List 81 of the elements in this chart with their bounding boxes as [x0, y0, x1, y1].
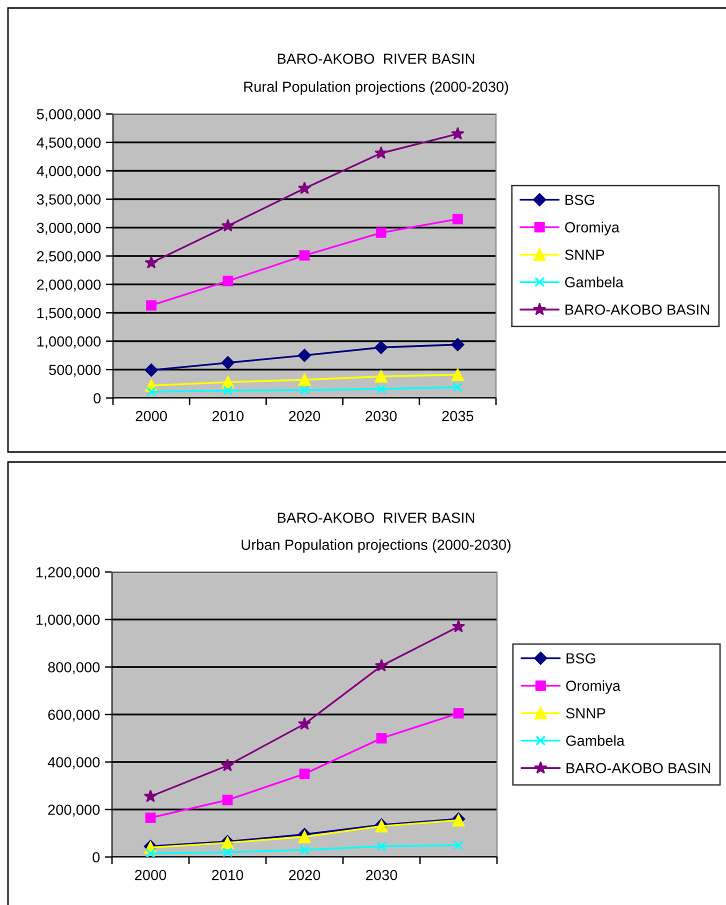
point: [451, 126, 464, 140]
y-tick-label: 200,000: [48, 804, 100, 817]
chart-title: BARO-AKOBO RIVER BASIN: [278, 512, 474, 523]
point: [298, 181, 312, 194]
y-tick-label: 500,000: [49, 364, 101, 377]
point: [144, 364, 158, 377]
point: [222, 276, 234, 286]
x-tick-label: 2010: [212, 410, 244, 422]
point: [452, 382, 463, 392]
point: [221, 356, 234, 370]
x-tick-label: 2000: [136, 410, 167, 422]
point: [453, 840, 464, 850]
chart-subtitle: Rural Population projections (2000-2030): [244, 81, 508, 95]
point: [376, 841, 387, 852]
y-tick-label: 4,500,000: [36, 138, 101, 150]
legend-label: BARO-AKOBO BASIN: [566, 304, 710, 315]
legend-label: Gambela: [565, 276, 624, 288]
y-tick-label: 600,000: [48, 710, 100, 722]
legend-label: SNNP: [565, 250, 604, 260]
point: [451, 368, 464, 381]
point: [374, 146, 388, 159]
x-tick-label: 2020: [289, 410, 320, 422]
y-tick-label: 2,500,000: [37, 251, 101, 264]
legend-label: Oromiya: [565, 222, 620, 236]
point: [146, 300, 157, 311]
point: [146, 386, 156, 397]
chart-subtitle: Urban Population projections (2000-2030): [242, 539, 510, 553]
point: [451, 338, 464, 352]
x-tick-label: 2020: [289, 870, 320, 880]
y-tick-label: 1,500,000: [37, 308, 101, 320]
point: [374, 340, 388, 354]
legend-label: Gambela: [566, 735, 625, 746]
point: [222, 386, 233, 396]
point: [220, 758, 234, 772]
y-tick-label: 1,000,000: [37, 336, 101, 348]
point: [299, 844, 310, 855]
point: [299, 250, 310, 261]
point: [452, 620, 466, 632]
point: [376, 384, 386, 394]
point: [374, 658, 388, 672]
x-tick-label: 2010: [212, 870, 244, 880]
point: [452, 214, 463, 224]
point: [298, 717, 312, 730]
x-tick-label: 2000: [135, 870, 166, 880]
x-tick-label: 2030: [366, 410, 397, 422]
y-tick-label: 4,000,000: [36, 166, 101, 178]
chart-title: BARO-AKOBO RIVER BASIN: [278, 54, 474, 64]
y-tick-label: 3,000,000: [36, 222, 101, 235]
point: [298, 374, 311, 386]
point: [376, 228, 386, 238]
point: [145, 848, 156, 857]
point: [145, 812, 156, 824]
point: [299, 384, 310, 396]
y-tick-label: 2,000,000: [37, 280, 101, 292]
point: [144, 256, 158, 269]
y-tick-label: 3,500,000: [36, 194, 101, 206]
y-tick-label: 800,000: [48, 662, 100, 674]
point: [298, 348, 312, 362]
x-tick-label: 2035: [442, 410, 474, 422]
point: [221, 218, 235, 232]
legend-label: BSG: [566, 194, 594, 206]
y-tick-label: 1,000,000: [36, 614, 100, 627]
point: [222, 794, 233, 806]
legend-label: Oromiya: [566, 680, 621, 694]
legend-label: SNNP: [566, 708, 606, 718]
point: [453, 708, 464, 719]
point: [374, 370, 388, 383]
y-tick-label: 1,200,000: [36, 567, 100, 580]
y-tick-label: 400,000: [48, 757, 100, 770]
y-tick-label: 5,000,000: [36, 109, 101, 122]
point: [376, 733, 387, 744]
y-tick-label: 0: [92, 852, 100, 862]
point: [298, 830, 311, 844]
x-tick-label: 2030: [366, 870, 398, 880]
point: [144, 789, 158, 802]
point: [299, 768, 310, 780]
point: [222, 376, 234, 388]
y-tick-label: 0: [94, 393, 101, 404]
legend-label: BARO-AKOBO BASIN: [566, 762, 710, 774]
point: [222, 847, 233, 857]
legend-label: BSG: [566, 653, 596, 664]
